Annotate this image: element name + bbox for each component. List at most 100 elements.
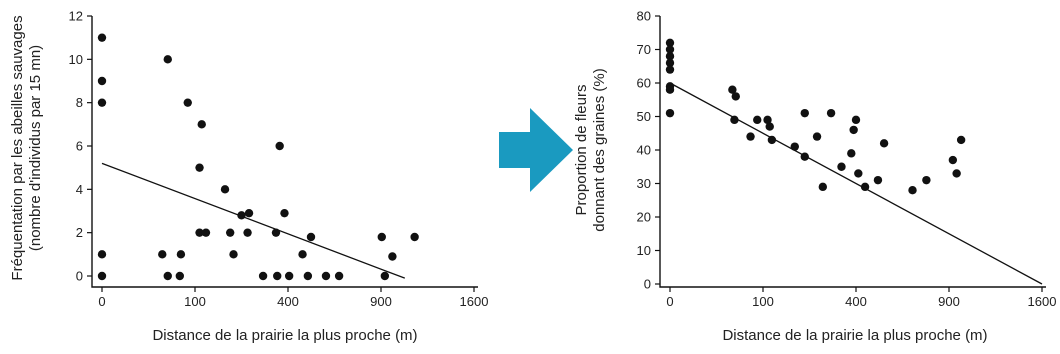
x-tick-label: 400: [277, 294, 299, 309]
data-point: [849, 125, 858, 135]
x-tick-label: 900: [938, 294, 960, 309]
chart-seed-proportion-axes: 0 10 20 30 40 50 60 70 80 0 100 400 900 1600: [637, 9, 1057, 310]
y-tick-label: 2: [76, 225, 83, 240]
y-tick-label: 0: [644, 277, 651, 292]
y-tick-label: 12: [69, 9, 83, 24]
data-point: [97, 76, 107, 86]
y-tick-label: 60: [637, 76, 651, 91]
y-tick-label: 10: [637, 243, 651, 258]
chart-bee-visits: 0 2 4 6 8 10 12 0 100 400 900 1600 Distance de la p…: [9, 9, 488, 345]
data-point: [225, 228, 235, 237]
data-point: [837, 162, 846, 171]
data-point: [298, 250, 307, 259]
data-point: [956, 135, 966, 145]
y-tick-label: 30: [637, 176, 651, 191]
x-tick-label: 400: [845, 294, 867, 309]
x-tick-label: 900: [370, 294, 392, 309]
data-point: [728, 85, 737, 94]
data-point: [97, 271, 107, 281]
data-point: [201, 228, 211, 237]
data-point: [158, 250, 167, 259]
data-point: [271, 228, 281, 237]
right-arrow-icon: [499, 108, 573, 192]
data-point: [321, 271, 331, 281]
chart-bee-visits-points: [97, 33, 419, 281]
chart-seed-proportion-points: [665, 38, 966, 195]
data-point: [280, 208, 289, 218]
data-point: [922, 175, 931, 185]
data-point: [197, 120, 206, 129]
chart-bee-visits-x-axis-title: Distance de la prairie la plus proche (m…: [152, 327, 417, 344]
y-tick-label: 4: [76, 182, 83, 197]
data-point: [176, 250, 186, 259]
y-tick-label: 0: [76, 269, 83, 284]
data-point: [380, 271, 390, 281]
x-tick-label: 1600: [1028, 294, 1057, 309]
x-tick-label: 1600: [460, 294, 489, 309]
data-point: [665, 58, 675, 68]
data-point: [763, 115, 772, 125]
data-point: [273, 271, 282, 281]
chart-bee-visits-trendline: [101, 162, 406, 279]
data-point: [97, 98, 107, 107]
data-point: [303, 271, 313, 281]
data-point: [908, 186, 917, 195]
chart-seed-proportion-y-axis-title-line2: donnant des graines (%): [591, 68, 608, 231]
data-point: [818, 182, 828, 192]
data-point: [183, 98, 192, 107]
data-point: [163, 271, 172, 281]
data-point: [731, 92, 740, 101]
data-point: [195, 163, 204, 172]
axis-frame: [91, 16, 478, 288]
data-point: [665, 38, 675, 47]
data-point: [229, 250, 238, 259]
data-point: [163, 55, 172, 64]
data-point: [237, 211, 246, 220]
data-point: [800, 152, 809, 161]
data-point: [948, 155, 958, 165]
data-point: [860, 182, 870, 192]
data-point: [847, 149, 856, 158]
x-tick-label: 0: [666, 294, 673, 309]
x-tick-label: 0: [98, 294, 105, 309]
data-point: [97, 250, 107, 259]
data-point: [97, 33, 107, 42]
data-point: [377, 232, 386, 242]
chart-seed-proportion-trendline: [669, 82, 1043, 285]
y-tick-label: 80: [637, 9, 651, 24]
trendline: [669, 82, 1043, 285]
data-point: [665, 65, 675, 74]
data-point: [800, 108, 809, 118]
chart-seed-proportion-y-axis-title-line1: Proportion de fleurs: [573, 85, 590, 216]
y-tick-label: 40: [637, 143, 651, 158]
data-point: [175, 271, 185, 281]
chart-bee-visits-y-axis-title-line2: (nombre d'individus par 15 mn): [27, 45, 44, 251]
data-point: [851, 115, 861, 125]
data-point: [790, 142, 799, 151]
chart-seed-proportion-x-axis-title: Distance de la prairie la plus proche (m…: [722, 327, 987, 344]
y-tick-label: 50: [637, 109, 651, 124]
data-point: [284, 271, 294, 281]
data-point: [258, 271, 268, 281]
data-point: [812, 132, 822, 141]
data-point: [952, 169, 961, 178]
axis-frame: [659, 16, 1046, 288]
y-tick-label: 20: [637, 210, 651, 225]
data-point: [665, 45, 675, 54]
data-point: [879, 139, 889, 148]
y-tick-label: 70: [637, 42, 651, 57]
y-tick-label: 8: [76, 95, 83, 110]
data-point: [388, 252, 397, 261]
data-point: [306, 232, 316, 242]
trendline: [101, 162, 406, 279]
data-point: [275, 141, 284, 151]
data-point: [665, 85, 675, 94]
data-point: [334, 271, 344, 281]
data-point: [665, 52, 675, 61]
data-point: [243, 228, 252, 237]
chart-bee-visits-y-axis-title-line1: Fréquentation par les abeilles sauvages: [9, 15, 26, 280]
data-point: [767, 135, 777, 145]
y-tick-label: 10: [69, 52, 83, 67]
data-point: [753, 115, 762, 125]
